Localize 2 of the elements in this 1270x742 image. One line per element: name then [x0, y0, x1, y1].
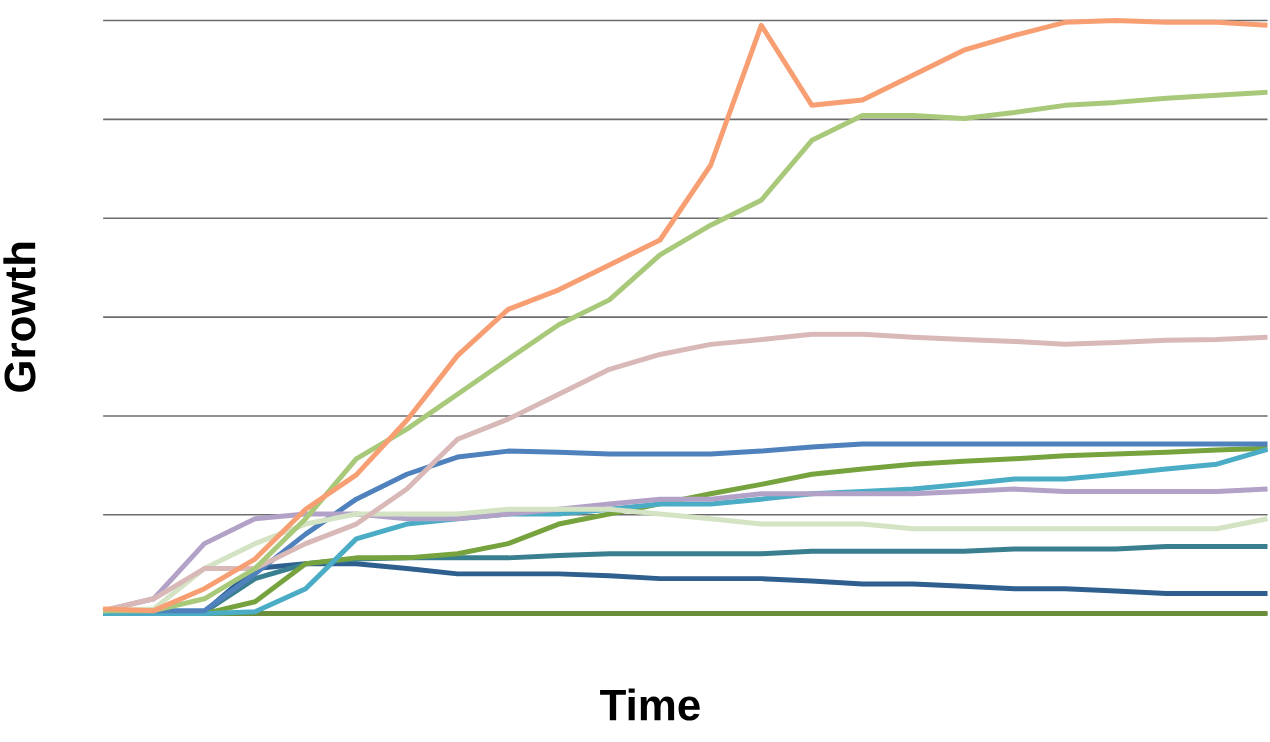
- x-axis-title: Time: [600, 688, 700, 721]
- y-axis-title: Growth: [3, 242, 36, 392]
